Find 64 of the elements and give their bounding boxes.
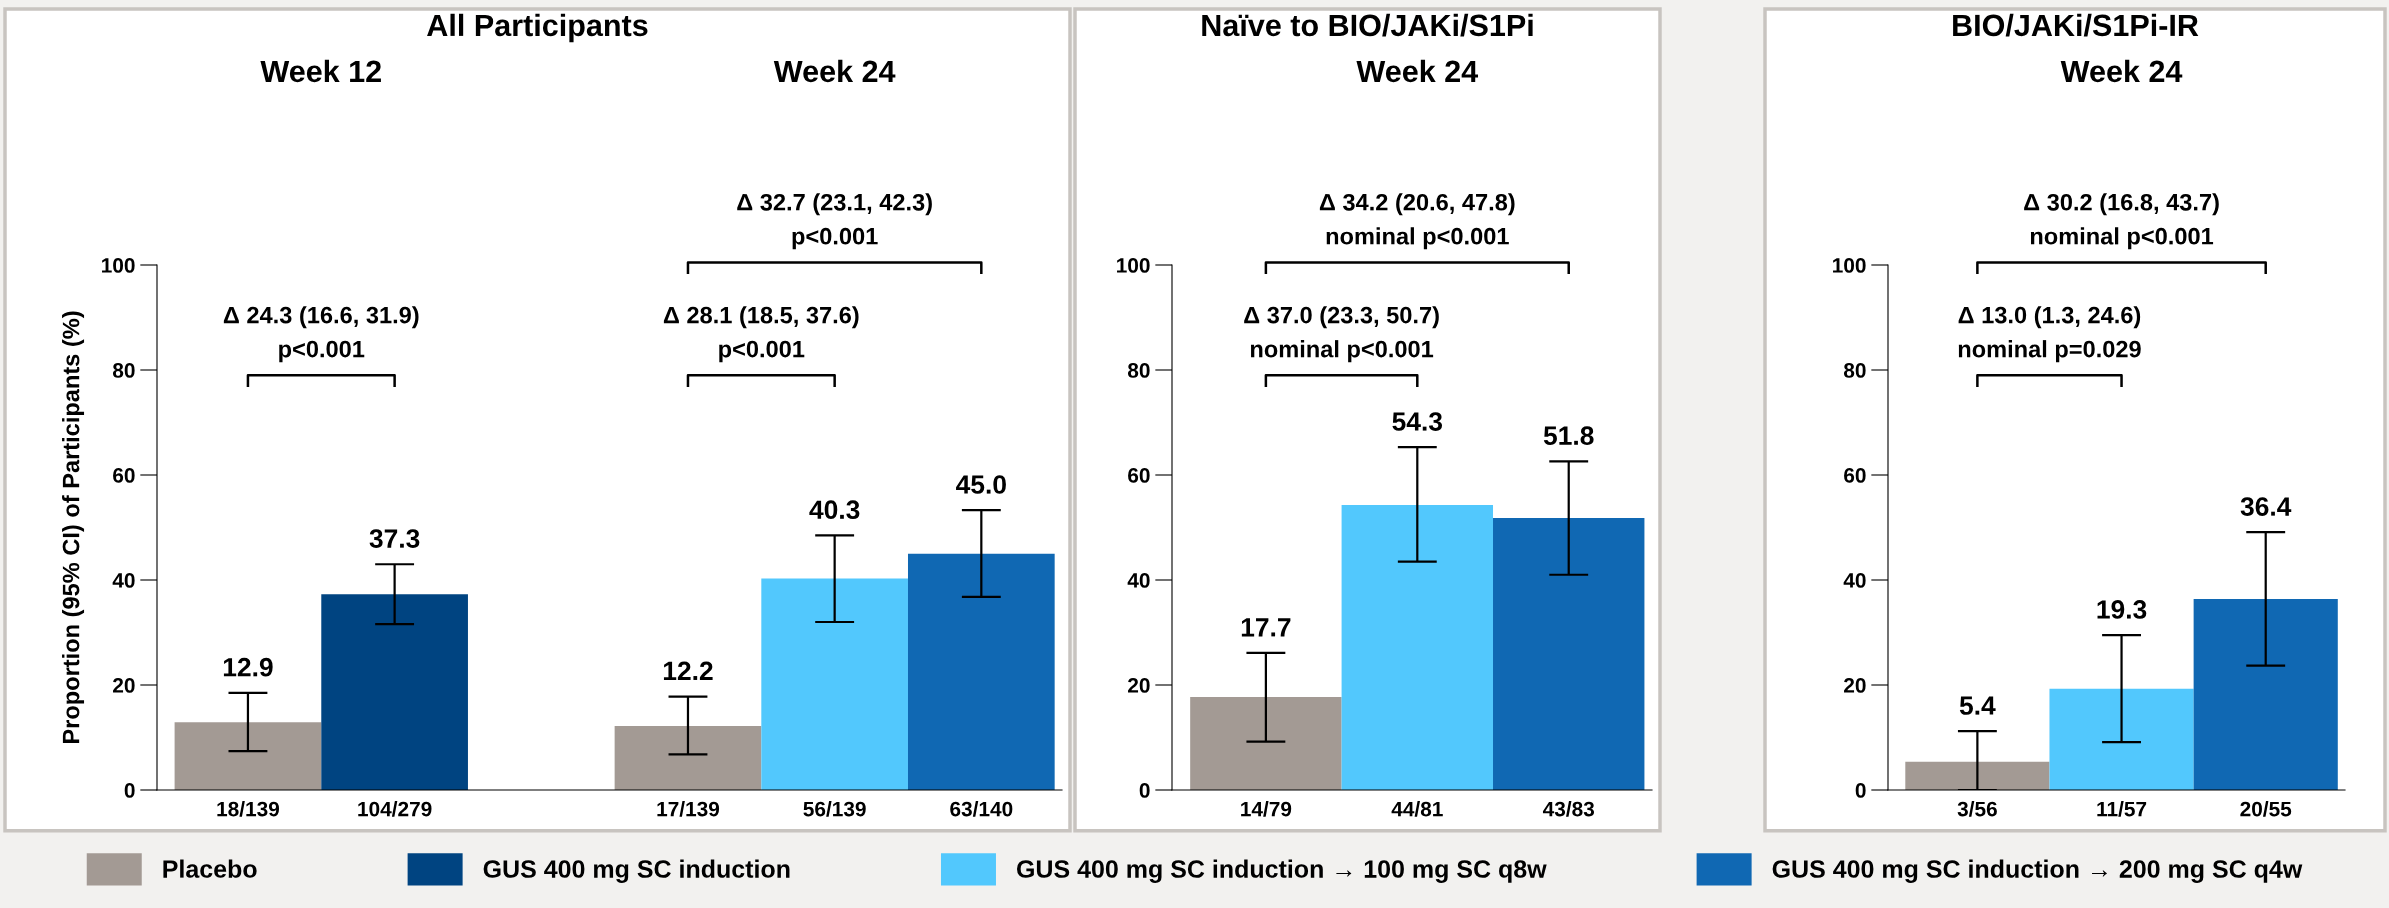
data-label: 40.3 <box>809 500 860 520</box>
legend-label: Placebo <box>163 859 257 878</box>
y-tick-label: 40 <box>112 573 135 588</box>
y-tick-label: 20 <box>113 678 135 693</box>
y-tick-label: 0 <box>1855 783 1866 798</box>
legend-label: GUS 400 mg SC induction → 100 mg SC q8w <box>1017 859 1547 883</box>
legend-label: GUS 400 mg SC induction <box>483 859 790 883</box>
data-label: 45.0 <box>956 475 1006 494</box>
data-label: 36.4 <box>2240 497 2292 516</box>
annotation: Δ 13.0 (1.3, 24.6) nominal p=0.029 <box>1958 306 2141 363</box>
y-tick-label: 80 <box>1843 363 1866 378</box>
y-tick-label: 60 <box>113 468 135 483</box>
x-tick-label: 44/81 <box>1391 801 1443 817</box>
data-label: 17.7 <box>1241 618 1291 637</box>
bar <box>614 725 762 790</box>
text: Week 24 <box>1356 59 1479 83</box>
bar <box>174 722 322 790</box>
y-axis-title: Proportion (95% CI) of Participants (%) <box>62 311 85 744</box>
text: Δ 34.2 (20.6, 47.8) nominal p<0.001 <box>1319 193 1515 250</box>
annotation: Δ 24.3 (16.6, 31.9) p<0.001 <box>223 306 419 363</box>
y-tick-label: 80 <box>112 363 135 378</box>
y-tick-label: 100 <box>1833 258 1866 273</box>
x-tick-label: 43/83 <box>1542 801 1595 817</box>
text: Δ 30.2 (16.8, 43.7) nominal p<0.001 <box>2024 193 2219 250</box>
text: Week 24 <box>2060 59 2183 83</box>
x-tick-label: 63/140 <box>950 801 1013 817</box>
data-label: 51.8 <box>1543 426 1594 446</box>
x-tick-label: 18/139 <box>217 801 280 817</box>
x-tick-label: 104/279 <box>358 801 432 817</box>
y-tick-label: 80 <box>1127 363 1150 378</box>
text: Week 24 <box>773 59 896 83</box>
x-tick-label: 56/139 <box>803 801 866 817</box>
y-tick-label: 20 <box>1844 678 1866 693</box>
text: Δ 32.7 (23.1, 42.3) p<0.001 <box>737 193 932 250</box>
data-label: 37.3 <box>369 529 420 548</box>
y-tick-label: 0 <box>1139 783 1150 798</box>
x-tick-label: 17/139 <box>657 801 720 817</box>
y-tick-label: 40 <box>1843 573 1866 588</box>
data-label: 19.3 <box>2097 600 2147 619</box>
y-tick-label: 100 <box>102 258 135 273</box>
data-label: 12.9 <box>223 657 273 677</box>
y-tick-label: 100 <box>1117 258 1150 273</box>
x-tick-label: 14/79 <box>1241 801 1292 817</box>
chart-title: Naïve to BIO/JAKi/S1Pi <box>1202 13 1533 37</box>
text: Week 12 <box>260 59 381 83</box>
y-tick-label: 0 <box>124 783 135 798</box>
chart-title: BIO/JAKi/S1Pi-IR <box>1953 13 2199 37</box>
x-tick-label: 11/57 <box>2097 801 2147 817</box>
data-label: 54.3 <box>1392 412 1443 431</box>
bar <box>321 594 468 790</box>
annotation: Δ 37.0 (23.3, 50.7) nominal p<0.001 <box>1244 306 1439 363</box>
x-tick-label: 3/56 <box>1957 801 1997 817</box>
annotation: Δ 28.1 (18.5, 37.6) p<0.001 <box>663 306 859 363</box>
chart-title: All Participants <box>427 13 648 43</box>
bar <box>761 578 908 790</box>
x-tick-label: 20/55 <box>2240 801 2292 817</box>
y-tick-label: 40 <box>1127 573 1150 588</box>
y-tick-label: 60 <box>1844 468 1866 483</box>
y-tick-label: 20 <box>1128 678 1150 693</box>
legend-label: GUS 400 mg SC induction → 200 mg SC q4w <box>1772 859 2303 883</box>
data-label: 5.4 <box>1959 696 1996 715</box>
y-tick-label: 60 <box>1128 468 1150 483</box>
data-label: 12.2 <box>663 661 713 680</box>
bar <box>907 553 1055 790</box>
